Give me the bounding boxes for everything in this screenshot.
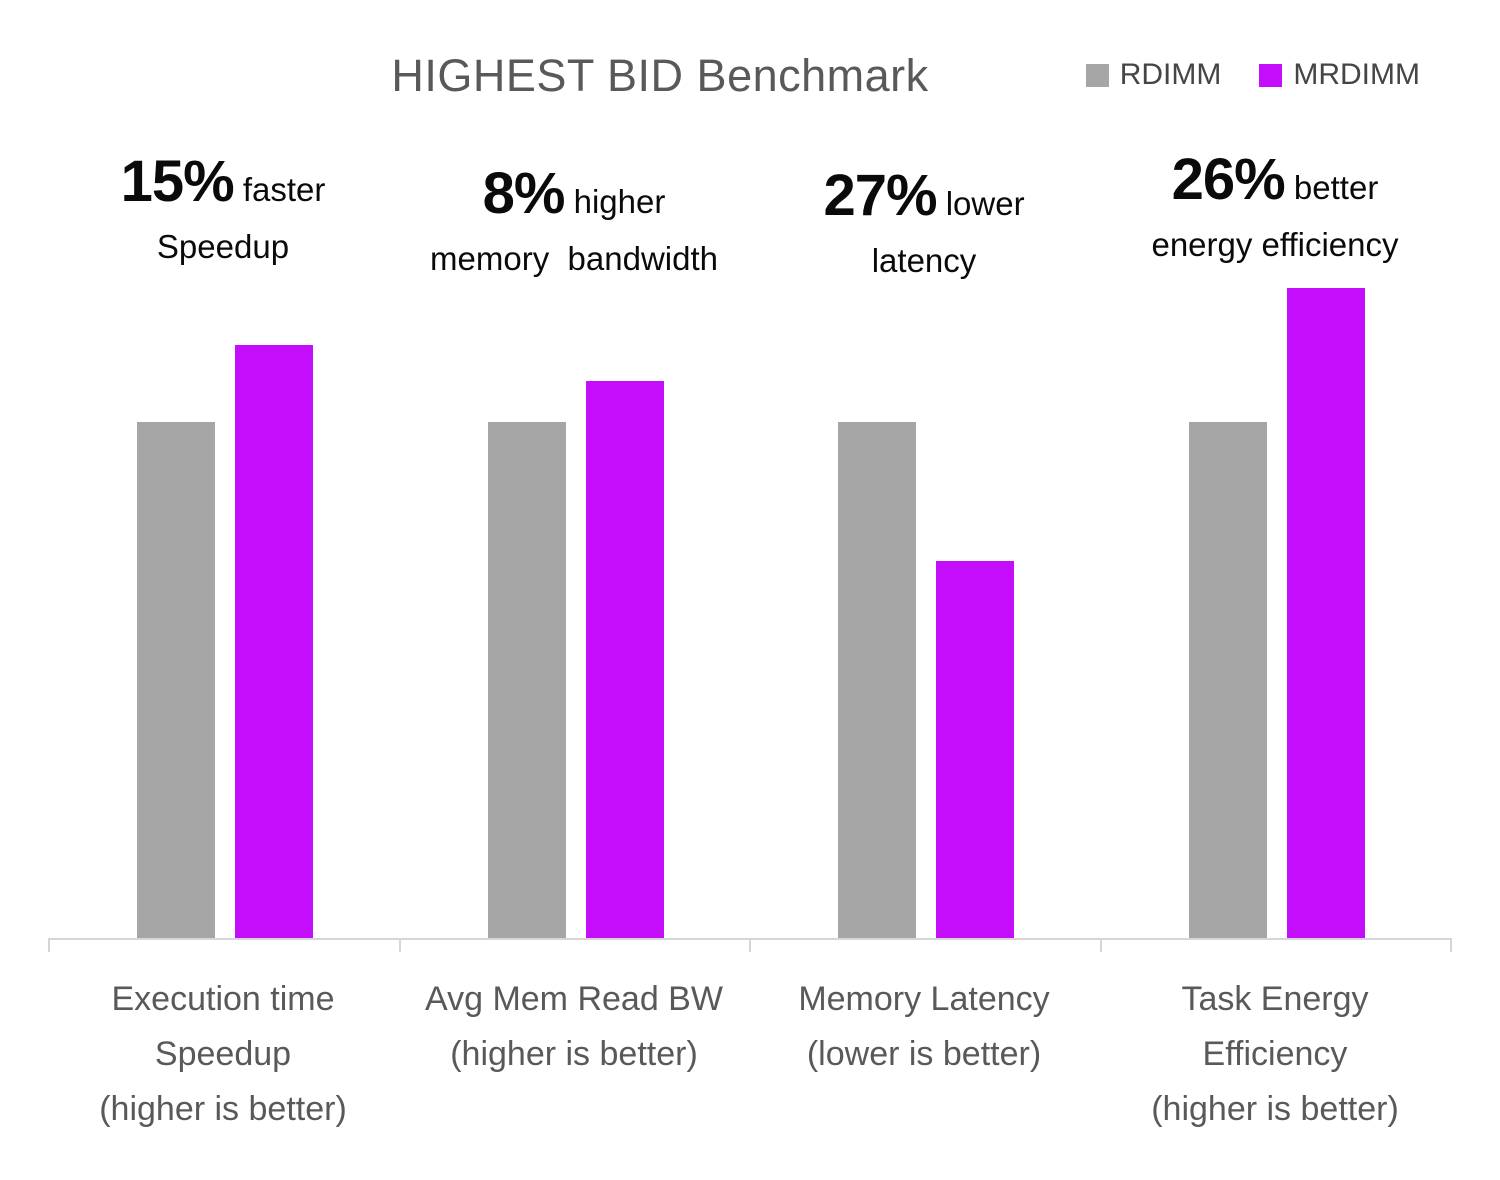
bar-mrdimm-group1 (235, 345, 313, 938)
category-label-group2: Avg Mem Read BW (higher is better) (425, 980, 723, 1073)
annotation-suffix: better (1284, 169, 1379, 206)
legend-label: MRDIMM (1293, 58, 1420, 91)
axis-tick (48, 938, 50, 952)
annotation-percent: 8% (482, 161, 566, 226)
annotation-subline: memory bandwidth (430, 240, 718, 277)
annotation-suffix: lower (936, 185, 1025, 222)
bar-rdimm-group3 (838, 422, 916, 938)
chart-title: HIGHEST BID Benchmark (391, 50, 929, 101)
annotation-headline: 26% better (1045, 146, 1500, 213)
annotation-group4: 26% better energy efficiency (1045, 146, 1500, 264)
bar-mrdimm-group2 (586, 381, 664, 938)
annotation-group1: 15% faster Speedup (0, 148, 453, 266)
axis-tick (749, 938, 751, 952)
annotation-percent: 15% (120, 149, 235, 214)
annotation-percent: 27% (823, 163, 937, 228)
annotation-group2: 8% higher memory bandwidth (344, 160, 804, 278)
annotation-suffix: higher (564, 183, 666, 220)
bar-mrdimm-group4 (1287, 288, 1365, 938)
category-label-group4: Task Energy Efficiency (higher is better… (1151, 980, 1399, 1128)
bar-rdimm-group2 (488, 422, 566, 938)
annotation-headline: 8% higher (344, 160, 804, 227)
legend-swatch-icon (1259, 63, 1283, 87)
annotation-headline: 27% lower (694, 162, 1154, 229)
category-label-group3: Memory Latency (lower is better) (798, 980, 1050, 1073)
axis-tick (1450, 938, 1452, 952)
annotation-headline: 15% faster (0, 148, 453, 215)
category-label-group1: Execution time Speedup (higher is better… (99, 980, 347, 1128)
bar-rdimm-group1 (137, 422, 215, 938)
legend-item-mrdimm: MRDIMM (1259, 58, 1420, 92)
annotation-group3: 27% lower latency (694, 162, 1154, 280)
axis-tick (1100, 938, 1102, 952)
legend-item-rdimm: RDIMM (1085, 58, 1222, 92)
legend-label: RDIMM (1119, 58, 1222, 91)
legend-swatch-icon (1085, 63, 1109, 87)
axis-tick (399, 938, 401, 952)
annotation-subline: latency (871, 242, 977, 279)
bar-mrdimm-group3 (936, 561, 1014, 938)
annotation-subline: Speedup (156, 228, 290, 265)
annotation-suffix: faster (233, 171, 326, 208)
bar-rdimm-group4 (1189, 422, 1267, 938)
annotation-percent: 26% (1171, 147, 1286, 212)
annotation-subline: energy efficiency (1151, 226, 1399, 263)
legend: RDIMM MRDIMM (1085, 58, 1420, 92)
